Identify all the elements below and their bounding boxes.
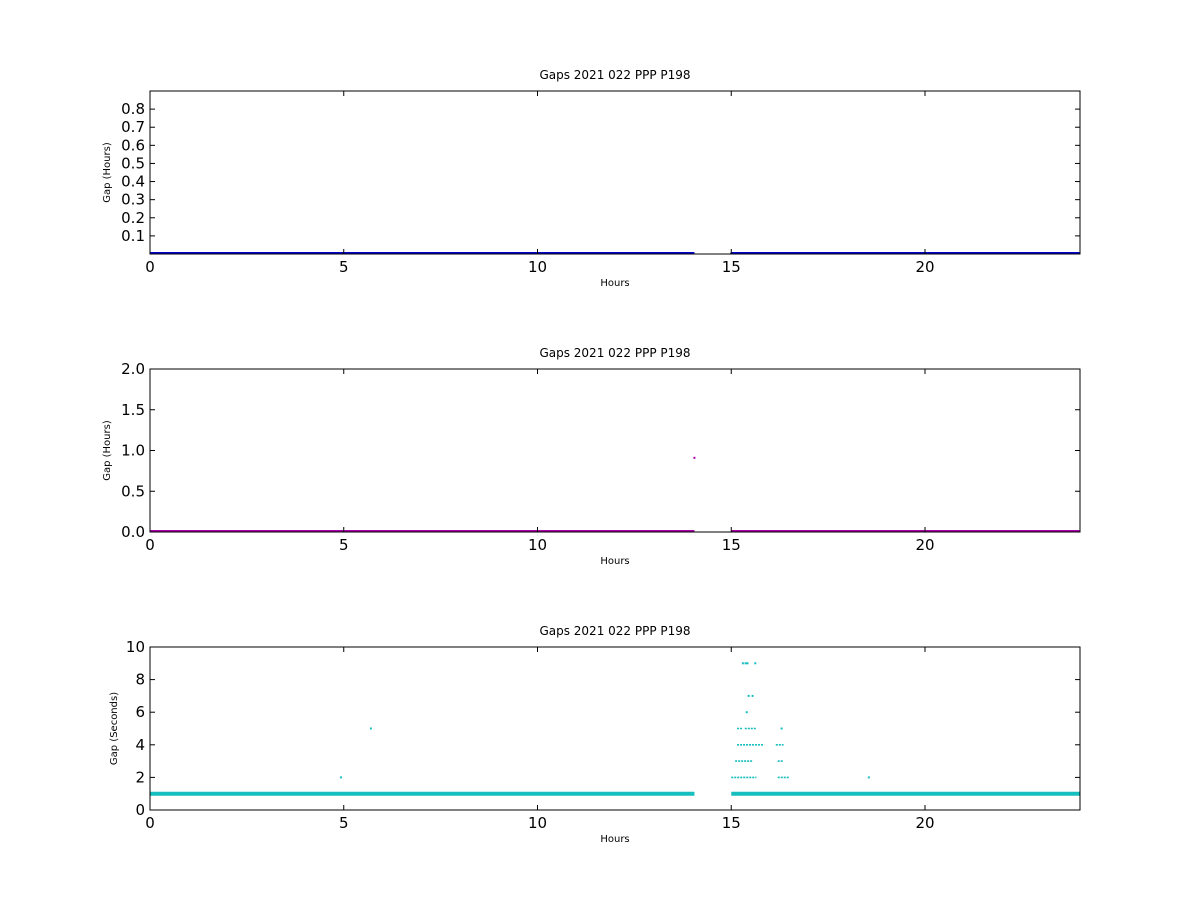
data-layer bbox=[150, 662, 1080, 796]
data-point bbox=[747, 694, 750, 697]
data-point bbox=[780, 727, 783, 730]
y-axis-label: Gap (Seconds) bbox=[109, 692, 120, 765]
data-point bbox=[369, 727, 372, 730]
data-point bbox=[745, 711, 748, 714]
data-point bbox=[741, 662, 744, 665]
x-axis-label: Hours bbox=[600, 556, 629, 567]
x-tick-label: 0 bbox=[145, 536, 155, 554]
x-tick-label: 10 bbox=[528, 258, 547, 276]
y-tick-label: 0.0 bbox=[121, 523, 145, 541]
data-point bbox=[693, 456, 696, 459]
x-tick-label: 20 bbox=[915, 536, 934, 554]
subplot-2: Gaps 2021 022 PPP P198 0 5 10 15 20 0.0 0.5 1.0 1… bbox=[102, 346, 1081, 567]
data-point bbox=[744, 662, 747, 665]
x-tick-label: 20 bbox=[915, 814, 934, 832]
data-point bbox=[746, 662, 749, 665]
y-tick-label: 10 bbox=[126, 638, 145, 656]
y-tick-label: 8 bbox=[135, 671, 145, 689]
chart-title: Gaps 2021 022 PPP P198 bbox=[539, 624, 690, 638]
y-tick-label: 6 bbox=[135, 703, 145, 721]
x-tick-label: 0 bbox=[145, 814, 155, 832]
data-layer bbox=[150, 456, 1080, 532]
y-tick-label: 0.5 bbox=[121, 154, 145, 172]
axes-frame bbox=[149, 368, 1081, 533]
x-tick-label: 15 bbox=[722, 258, 741, 276]
data-point bbox=[754, 662, 757, 665]
x-tick-label: 0 bbox=[145, 258, 155, 276]
x-tick-label: 10 bbox=[528, 536, 547, 554]
x-tick-label: 5 bbox=[339, 258, 349, 276]
axes-frame bbox=[149, 646, 1081, 811]
x-tick-label: 5 bbox=[339, 536, 349, 554]
y-tick-label: 0.7 bbox=[121, 118, 145, 136]
x-axis-label: Hours bbox=[600, 278, 629, 289]
x-axis-label: Hours bbox=[600, 834, 629, 845]
y-tick-label: 0.2 bbox=[121, 209, 145, 227]
y-tick-label: 4 bbox=[135, 736, 145, 754]
data-point bbox=[369, 252, 372, 254]
y-tick-label: 0.5 bbox=[121, 482, 145, 500]
chart-title: Gaps 2021 022 PPP P198 bbox=[539, 346, 690, 360]
y-axis-label: Gap (Hours) bbox=[102, 142, 113, 203]
data-point bbox=[340, 776, 343, 779]
x-tick-label: 15 bbox=[722, 814, 741, 832]
x-tick-label: 15 bbox=[722, 536, 741, 554]
data-point bbox=[751, 694, 754, 697]
subplot-3: Gaps 2021 022 PPP P198 0 5 10 15 20 0 2 4 6 8 10 Hou… bbox=[109, 624, 1081, 845]
axes-frame bbox=[149, 90, 1081, 255]
y-axis-label: Gap (Hours) bbox=[102, 420, 113, 481]
y-tick-label: 0 bbox=[135, 801, 145, 819]
y-tick-label: 0.4 bbox=[121, 173, 145, 191]
chart-title: Gaps 2021 022 PPP P198 bbox=[539, 68, 690, 82]
x-tick-label: 20 bbox=[915, 258, 934, 276]
y-tick-label: 1.0 bbox=[121, 442, 145, 460]
y-tick-label: 0.3 bbox=[121, 191, 145, 209]
x-tick-label: 10 bbox=[528, 814, 547, 832]
y-tick-label: 1.5 bbox=[121, 401, 145, 419]
y-tick-label: 0.6 bbox=[121, 136, 145, 154]
y-tick-label: 0.8 bbox=[121, 100, 145, 118]
x-tick-label: 5 bbox=[339, 814, 349, 832]
y-tick-label: 2 bbox=[135, 768, 145, 786]
y-tick-label: 2.0 bbox=[121, 360, 145, 378]
y-tick-label: 0.1 bbox=[121, 227, 145, 245]
data-point bbox=[867, 776, 870, 779]
